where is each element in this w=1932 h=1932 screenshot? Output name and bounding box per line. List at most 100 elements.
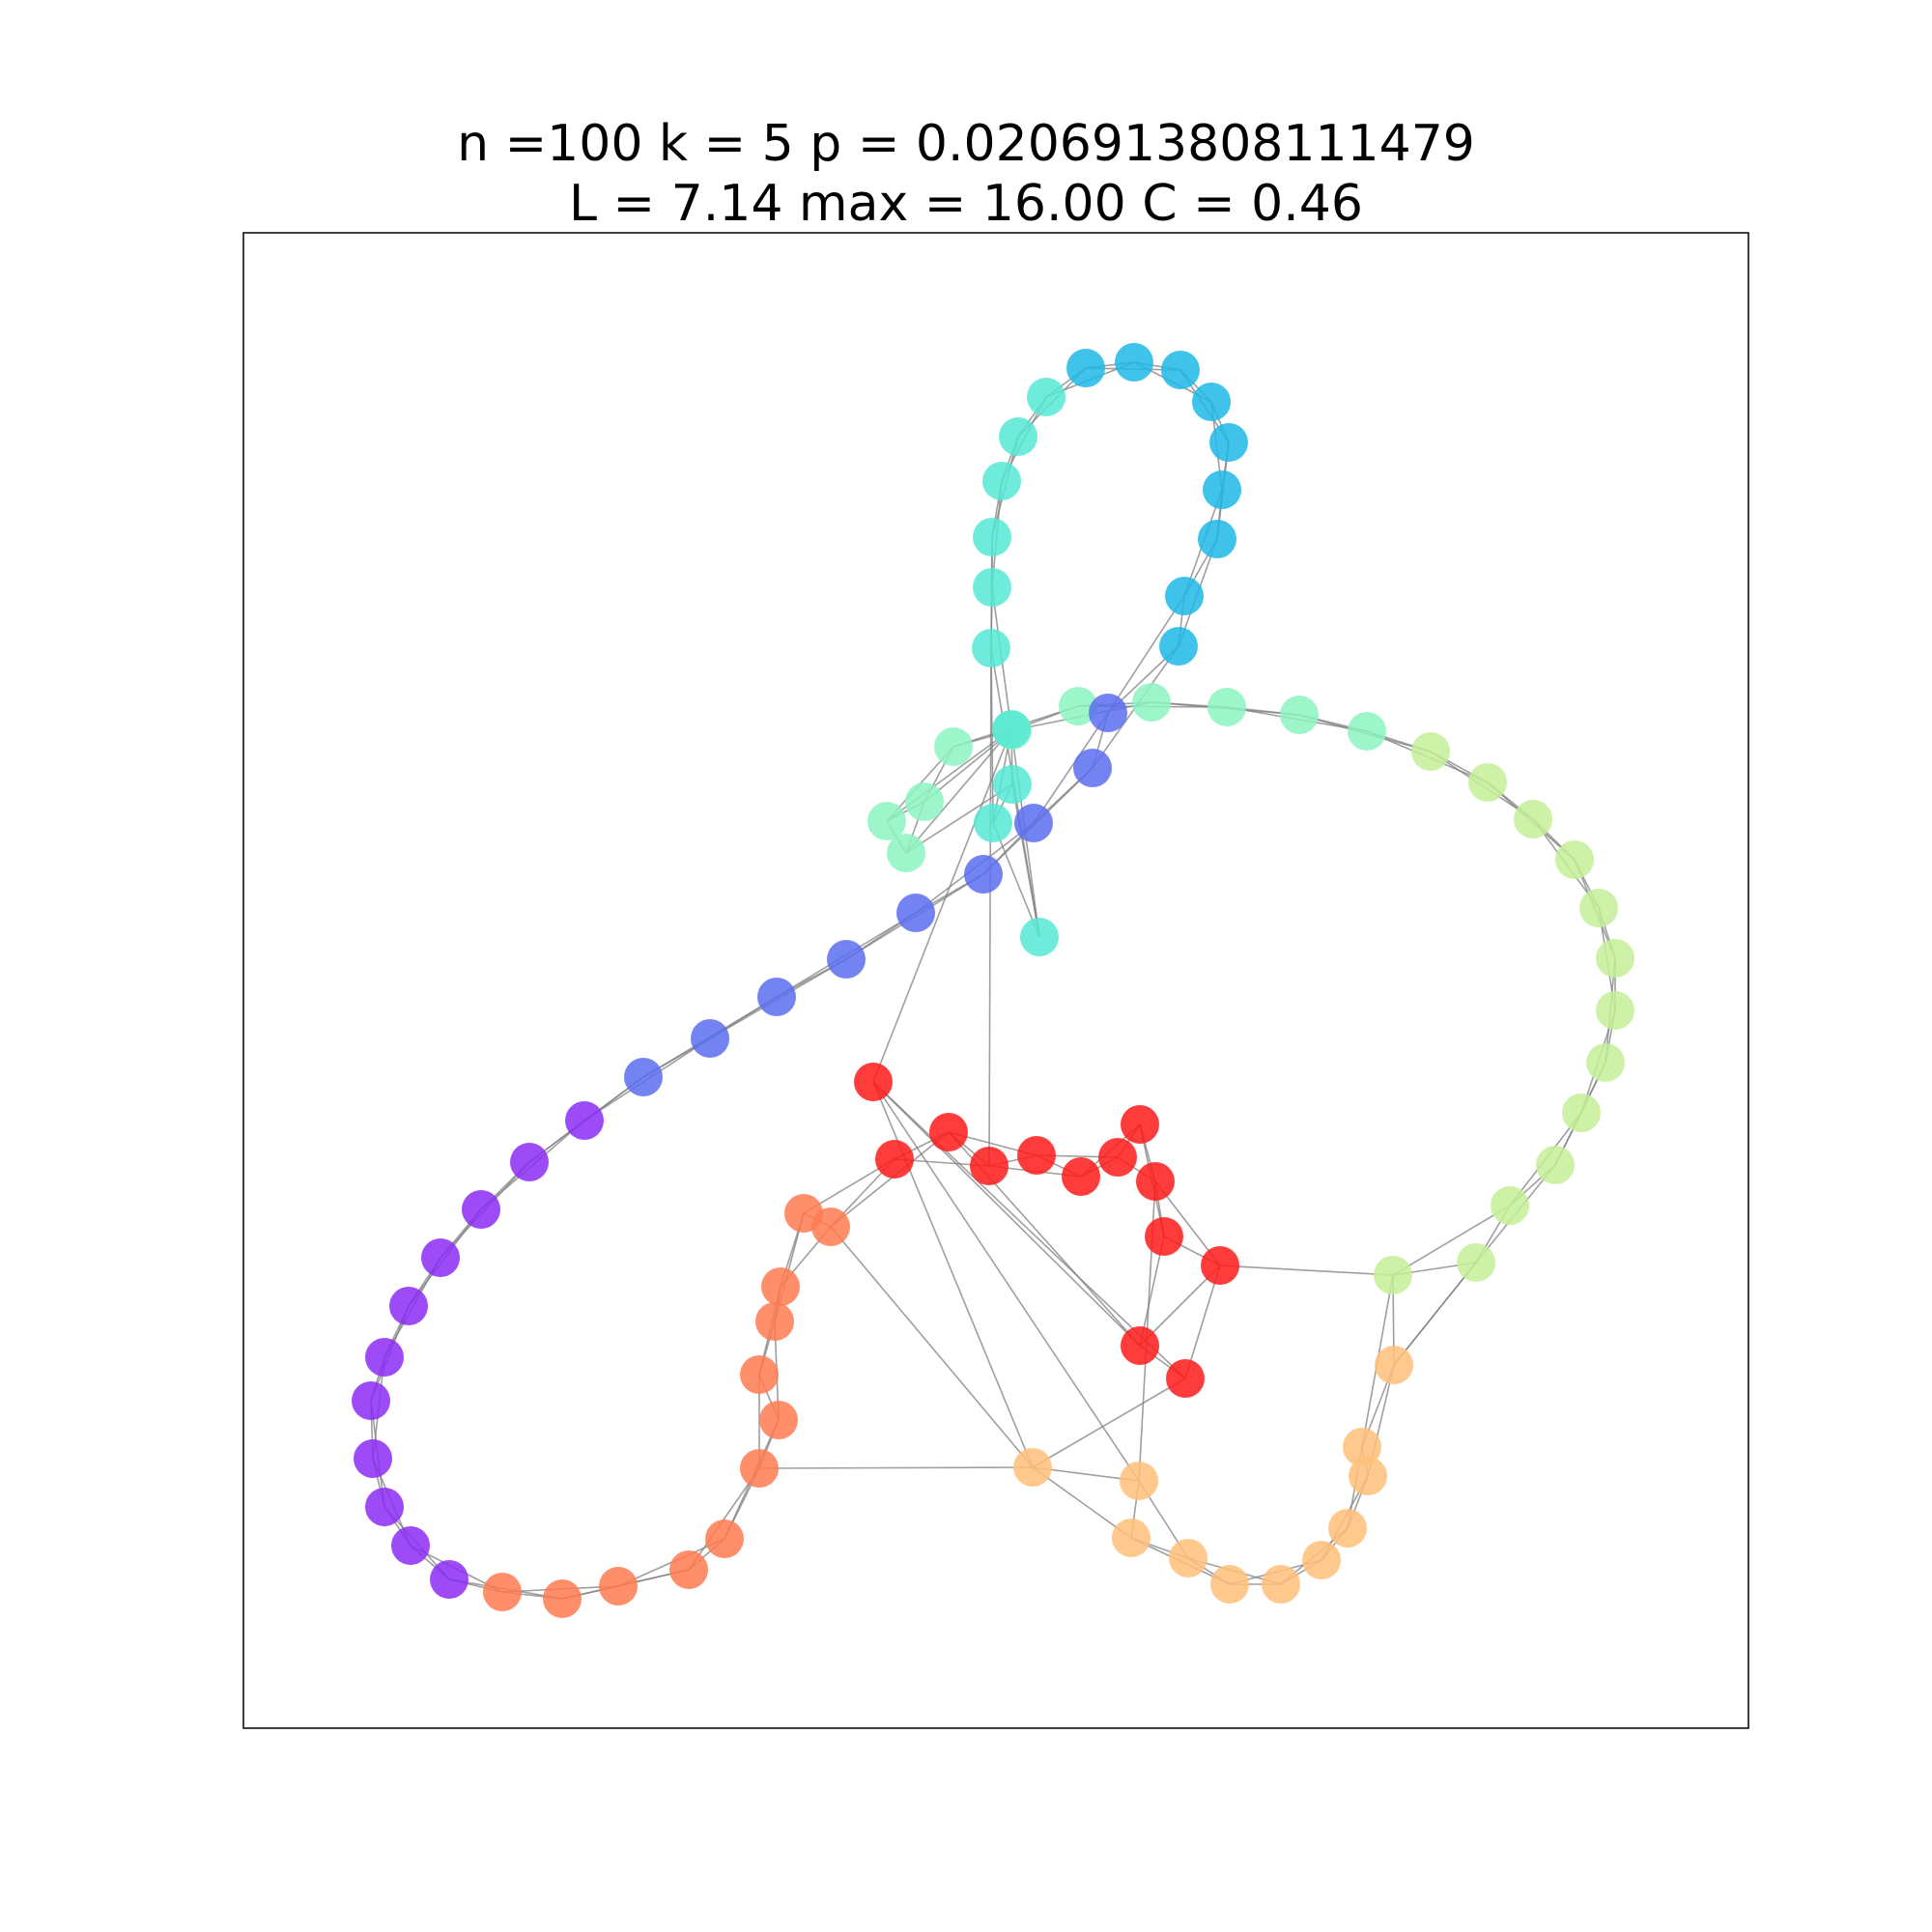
graph-edge — [1032, 1378, 1186, 1468]
graph-node-94 — [462, 1190, 500, 1229]
graph-edge — [688, 1467, 760, 1571]
graph-edge — [1107, 595, 1185, 714]
graph-node-23 — [1121, 1105, 1159, 1144]
graph-node-55 — [1280, 696, 1319, 734]
graph-node-53 — [1411, 732, 1450, 771]
graph-node-77 — [1192, 383, 1231, 421]
graph-node-63 — [887, 834, 925, 872]
graph-node-68 — [972, 629, 1010, 668]
graph-node-83 — [1089, 694, 1127, 732]
graph-node-38 — [1349, 1457, 1387, 1495]
graph-node-3 — [391, 1526, 430, 1565]
graph-node-95 — [421, 1238, 460, 1277]
graph-node-9 — [705, 1520, 744, 1558]
graph-node-62 — [867, 802, 906, 840]
graph-node-67 — [1020, 918, 1059, 956]
graph-node-20 — [1017, 1136, 1056, 1175]
chart-title: n =100 k = 5 p = 0.0206913808111479 L = … — [0, 114, 1932, 234]
graph-node-76 — [1161, 351, 1200, 389]
graph-node-18 — [929, 1113, 968, 1151]
graph-node-93 — [510, 1143, 549, 1181]
graph-node-2 — [365, 1488, 404, 1526]
graph-node-36 — [1302, 1541, 1341, 1579]
graph-node-14 — [761, 1267, 800, 1306]
graph-node-92 — [565, 1101, 604, 1140]
graph-node-65 — [993, 765, 1032, 804]
graph-node-75 — [1115, 343, 1153, 382]
graph-node-5 — [483, 1573, 522, 1611]
graph-node-85 — [1014, 804, 1053, 842]
graph-node-22 — [1098, 1138, 1137, 1177]
graph-edge — [830, 1226, 1034, 1468]
graph-node-13 — [755, 1302, 794, 1341]
graph-node-91 — [624, 1058, 663, 1096]
graph-node-30 — [1013, 1448, 1052, 1487]
graph-node-10 — [740, 1449, 779, 1488]
graph-node-54 — [1348, 712, 1386, 751]
graph-node-50 — [1555, 840, 1594, 879]
graph-node-6 — [543, 1579, 582, 1618]
graph-node-0 — [352, 1381, 390, 1420]
graph-node-11 — [759, 1401, 798, 1439]
graph-node-66 — [974, 804, 1012, 842]
graph-node-47 — [1596, 991, 1634, 1030]
graph-node-70 — [973, 518, 1011, 556]
graph-edge — [872, 728, 1012, 1083]
graph-node-84 — [1073, 749, 1112, 787]
graph-edge — [1219, 1264, 1394, 1276]
graph-node-28 — [1166, 1359, 1205, 1398]
graph-node-48 — [1596, 939, 1634, 978]
graph-node-80 — [1198, 520, 1236, 558]
graph-node-44 — [1536, 1146, 1575, 1184]
graph-edge — [905, 728, 1012, 854]
plot-frame — [242, 232, 1749, 1729]
graph-node-25 — [1145, 1217, 1183, 1256]
graph-node-35 — [1262, 1565, 1300, 1604]
graph-edge — [1032, 1466, 1132, 1539]
graph-node-42 — [1457, 1243, 1495, 1282]
graph-node-17 — [875, 1140, 914, 1179]
graph-node-90 — [691, 1019, 729, 1058]
graph-node-1 — [354, 1439, 392, 1478]
graph-node-81 — [1165, 577, 1204, 615]
graph-node-46 — [1586, 1043, 1625, 1082]
graph-node-78 — [1209, 423, 1248, 462]
graph-node-40 — [1375, 1346, 1413, 1384]
graph-edge — [872, 1081, 1140, 1482]
graph-edge — [1393, 1262, 1477, 1366]
graph-node-64 — [992, 710, 1031, 749]
graph-node-97 — [365, 1338, 404, 1377]
graph-edge — [830, 1131, 950, 1228]
node-layer — [352, 343, 1634, 1618]
graph-node-86 — [964, 855, 1003, 894]
graph-node-24 — [1136, 1162, 1175, 1201]
graph-node-12 — [740, 1355, 779, 1394]
graph-node-52 — [1468, 763, 1507, 802]
graph-node-31 — [1120, 1462, 1158, 1500]
graph-node-74 — [1066, 349, 1105, 387]
graph-node-26 — [1201, 1246, 1239, 1285]
graph-edge — [1184, 1264, 1221, 1379]
graph-node-43 — [1491, 1186, 1529, 1225]
graph-node-8 — [669, 1550, 708, 1589]
graph-node-58 — [1059, 687, 1097, 725]
graph-node-34 — [1210, 1565, 1249, 1604]
graph-node-57 — [1132, 683, 1171, 722]
graph-node-79 — [1203, 470, 1241, 509]
graph-node-89 — [757, 978, 796, 1016]
title-line-1: n =100 k = 5 p = 0.0206913808111479 — [457, 115, 1475, 173]
graph-node-51 — [1514, 800, 1552, 838]
graph-node-21 — [1062, 1157, 1100, 1196]
graph-node-73 — [1027, 378, 1065, 416]
graph-node-82 — [1159, 627, 1198, 666]
graph-node-60 — [934, 727, 973, 766]
graph-node-96 — [389, 1287, 428, 1325]
graph-edge — [1033, 712, 1109, 824]
title-line-2: L = 7.14 max = 16.00 C = 0.46 — [569, 175, 1363, 233]
graph-node-4 — [430, 1560, 469, 1599]
graph-node-71 — [982, 462, 1021, 500]
graph-node-27 — [1121, 1326, 1159, 1365]
graph-node-69 — [973, 568, 1011, 607]
graph-node-39 — [1343, 1428, 1381, 1466]
